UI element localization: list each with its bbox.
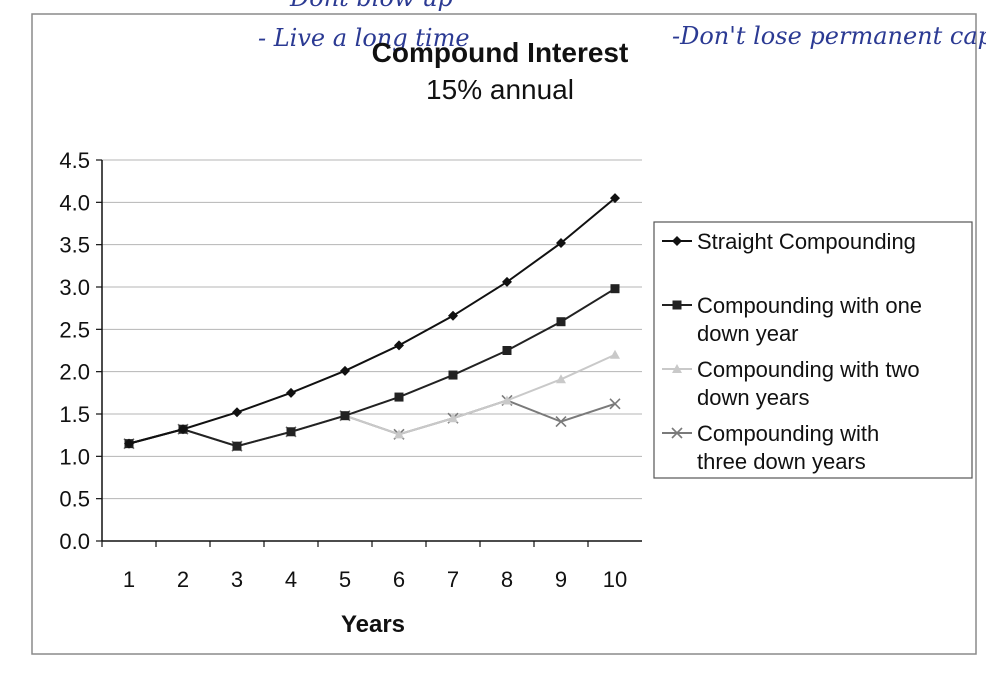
- series-1: [124, 193, 620, 449]
- legend-marker: [672, 364, 682, 373]
- data-point: [610, 284, 620, 294]
- x-tick-label: 7: [447, 567, 459, 592]
- y-tick-label: 0.5: [59, 487, 90, 512]
- data-point: [340, 411, 350, 421]
- x-tick-labels: 1 2 3 4 5 6 7 8 9 10: [123, 567, 627, 592]
- legend-item: Straight Compounding: [662, 229, 916, 254]
- x-tick-label: 9: [555, 567, 567, 592]
- series-line: [128, 197, 616, 445]
- legend-item: Compounding with two down years: [662, 357, 920, 410]
- y-tick-label: 4.0: [59, 190, 90, 215]
- legend-marker: [671, 427, 683, 439]
- y-tick-label: 3.5: [59, 233, 90, 258]
- data-point: [448, 413, 458, 423]
- data-point: [556, 374, 566, 384]
- series-line: [128, 353, 616, 448]
- handwritten-note-top: Dont blow up: [289, 0, 453, 12]
- data-point: [286, 427, 296, 437]
- handwritten-note-left: - Live a long time: [258, 24, 470, 52]
- y-tick-label: 2.5: [59, 317, 90, 342]
- handwritten-note-right: -Don't lose permanent capital: [672, 22, 986, 50]
- data-point: [340, 365, 350, 376]
- data-point: [124, 438, 134, 449]
- series-4: [123, 394, 621, 452]
- series-lines: [123, 193, 621, 452]
- data-point: [502, 276, 512, 287]
- data-point: [232, 441, 242, 451]
- legend: Straight Compounding Compounding with one…: [662, 229, 922, 474]
- data-point: [610, 349, 620, 359]
- data-point: [609, 398, 621, 410]
- data-point: [502, 346, 512, 355]
- data-point: [232, 407, 242, 418]
- data-point: [448, 370, 458, 380]
- legend-marker: [672, 236, 682, 246]
- chart-border: [31, 13, 977, 655]
- x-tick-label: 4: [285, 567, 297, 592]
- x-tick-label: 2: [177, 567, 189, 592]
- data-point: [502, 395, 512, 405]
- x-tick-label: 3: [231, 567, 243, 592]
- gridlines: [96, 159, 642, 547]
- x-axis-label: Years: [341, 611, 405, 638]
- x-tick-label: 1: [123, 567, 135, 592]
- data-point: [555, 416, 567, 428]
- x-tick-label: 5: [339, 567, 351, 592]
- legend-marker: [672, 300, 682, 310]
- chart-subtitle: 15% annual: [426, 74, 574, 105]
- legend-label: Compounding with two down years: [697, 357, 920, 410]
- y-tick-labels: 0.0 0.5 1.0 1.5 2.0 2.5 3.0 3.5 4.0 4.5: [59, 148, 90, 554]
- y-tick-label: 2.0: [59, 360, 90, 385]
- x-tick-label: 10: [603, 567, 627, 592]
- legend-box: [653, 221, 973, 479]
- axes: [101, 160, 642, 542]
- data-point: [556, 237, 566, 248]
- y-tick-label: 1.5: [59, 402, 90, 427]
- x-tick-label: 8: [501, 567, 513, 592]
- data-point: [448, 310, 458, 321]
- data-point: [178, 424, 188, 435]
- y-tick-label: 0.0: [59, 529, 90, 554]
- series-line: [128, 287, 616, 448]
- y-tick-label: 4.5: [59, 148, 90, 173]
- legend-label: Straight Compounding: [697, 229, 916, 254]
- legend-item: Compounding with three down years: [662, 421, 879, 474]
- data-point: [394, 429, 404, 439]
- data-point: [394, 340, 404, 351]
- data-point: [286, 387, 296, 398]
- data-point: [394, 392, 404, 402]
- legend-label: Compounding with one down year: [697, 293, 922, 346]
- x-tick-label: 6: [393, 567, 405, 592]
- data-point: [556, 317, 566, 327]
- data-point: [610, 193, 620, 204]
- y-tick-label: 3.0: [59, 275, 90, 300]
- legend-item: Compounding with one down year: [662, 293, 922, 346]
- legend-label: Compounding with three down years: [697, 421, 879, 474]
- chart-title: Compound Interest: [372, 37, 629, 68]
- y-tick-label: 1.0: [59, 444, 90, 469]
